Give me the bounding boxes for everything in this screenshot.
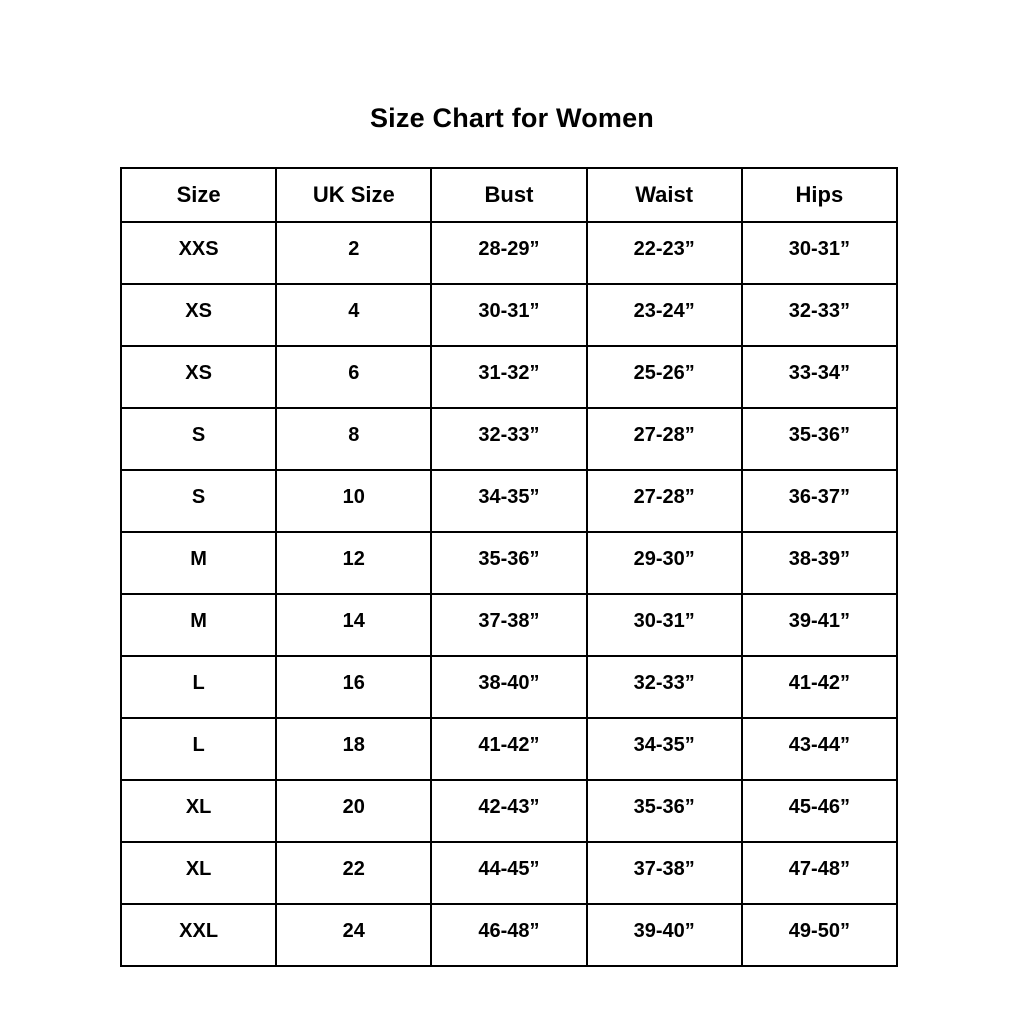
table-row: L 16 38-40” 32-33” 41-42” <box>119 655 899 719</box>
table-cell: 30-31” <box>430 283 588 347</box>
table-row: XS 4 30-31” 23-24” 32-33” <box>119 283 899 347</box>
table-cell: 36-37” <box>740 469 899 533</box>
table-cell: XXL <box>119 903 278 967</box>
table-cell: 25-26” <box>585 345 743 409</box>
table-cell: 14 <box>275 593 433 657</box>
table-cell: 27-28” <box>585 407 743 471</box>
table-cell: 28-29” <box>430 221 588 285</box>
table-cell: 39-41” <box>740 593 899 657</box>
table-cell: 18 <box>275 717 433 781</box>
table-cell: 20 <box>275 779 433 843</box>
table-row: S 10 34-35” 27-28” 36-37” <box>119 469 899 533</box>
table-cell: S <box>119 407 278 471</box>
table-cell: 10 <box>275 469 433 533</box>
table-cell: 2 <box>275 221 433 285</box>
table-cell: 41-42” <box>740 655 899 719</box>
column-header-waist: Waist <box>585 167 743 223</box>
table-cell: 37-38” <box>430 593 588 657</box>
table-cell: 32-33” <box>740 283 899 347</box>
table-cell: 46-48” <box>430 903 588 967</box>
table-cell: 38-40” <box>430 655 588 719</box>
table-cell: 49-50” <box>740 903 899 967</box>
column-header-uk-size: UK Size <box>275 167 433 223</box>
table-row: L 18 41-42” 34-35” 43-44” <box>119 717 899 781</box>
table-row: S 8 32-33” 27-28” 35-36” <box>119 407 899 471</box>
table-cell: 29-30” <box>585 531 743 595</box>
table-cell: XL <box>119 779 278 843</box>
column-header-hips: Hips <box>740 167 899 223</box>
table-cell: 32-33” <box>585 655 743 719</box>
table-cell: 39-40” <box>585 903 743 967</box>
table-cell: 31-32” <box>430 345 588 409</box>
table-row: M 12 35-36” 29-30” 38-39” <box>119 531 899 595</box>
table-body: XXS 2 28-29” 22-23” 30-31” XS 4 30-31” 23-24” 32-… <box>119 221 899 967</box>
table-row: M 14 37-38” 30-31” 39-41” <box>119 593 899 657</box>
table-cell: 23-24” <box>585 283 743 347</box>
table-cell: S <box>119 469 278 533</box>
table-cell: 8 <box>275 407 433 471</box>
table-row: XL 22 44-45” 37-38” 47-48” <box>119 841 899 905</box>
table-row: XXS 2 28-29” 22-23” 30-31” <box>119 221 899 285</box>
table-cell: M <box>119 593 278 657</box>
table-cell: 45-46” <box>740 779 899 843</box>
table-cell: 12 <box>275 531 433 595</box>
table-cell: L <box>119 655 278 719</box>
table-cell: 42-43” <box>430 779 588 843</box>
table-cell: M <box>119 531 278 595</box>
table-cell: XS <box>119 345 278 409</box>
table-cell: 30-31” <box>740 221 899 285</box>
table-cell: 35-36” <box>585 779 743 843</box>
table-cell: 4 <box>275 283 433 347</box>
table-cell: L <box>119 717 278 781</box>
table-cell: 24 <box>275 903 433 967</box>
table-cell: 35-36” <box>740 407 899 471</box>
table-cell: 43-44” <box>740 717 899 781</box>
table-row: XS 6 31-32” 25-26” 33-34” <box>119 345 899 409</box>
table-cell: 44-45” <box>430 841 588 905</box>
table-cell: 30-31” <box>585 593 743 657</box>
table-cell: 16 <box>275 655 433 719</box>
size-chart-table-container: Size UK Size Bust Waist Hips XXS 2 28-29” 22-23… <box>119 167 899 967</box>
table-cell: 22 <box>275 841 433 905</box>
table-cell: 34-35” <box>430 469 588 533</box>
table-cell: 35-36” <box>430 531 588 595</box>
table-cell: 41-42” <box>430 717 588 781</box>
table-cell: 27-28” <box>585 469 743 533</box>
size-chart-table: Size UK Size Bust Waist Hips XXS 2 28-29” 22-23… <box>119 167 899 967</box>
header-row: Size UK Size Bust Waist Hips <box>119 167 899 223</box>
table-cell: XS <box>119 283 278 347</box>
table-cell: 32-33” <box>430 407 588 471</box>
table-cell: 37-38” <box>585 841 743 905</box>
page-title: Size Chart for Women <box>369 103 655 133</box>
table-row: XXL 24 46-48” 39-40” 49-50” <box>119 903 899 967</box>
table-cell: 6 <box>275 345 433 409</box>
table-row: XL 20 42-43” 35-36” 45-46” <box>119 779 899 843</box>
table-cell: 34-35” <box>585 717 743 781</box>
table-header: Size UK Size Bust Waist Hips <box>119 167 899 223</box>
table-cell: 38-39” <box>740 531 899 595</box>
table-cell: XL <box>119 841 278 905</box>
table-cell: 33-34” <box>740 345 899 409</box>
column-header-bust: Bust <box>430 167 588 223</box>
column-header-size: Size <box>119 167 278 223</box>
table-cell: 22-23” <box>585 221 743 285</box>
table-cell: XXS <box>119 221 278 285</box>
table-cell: 47-48” <box>740 841 899 905</box>
